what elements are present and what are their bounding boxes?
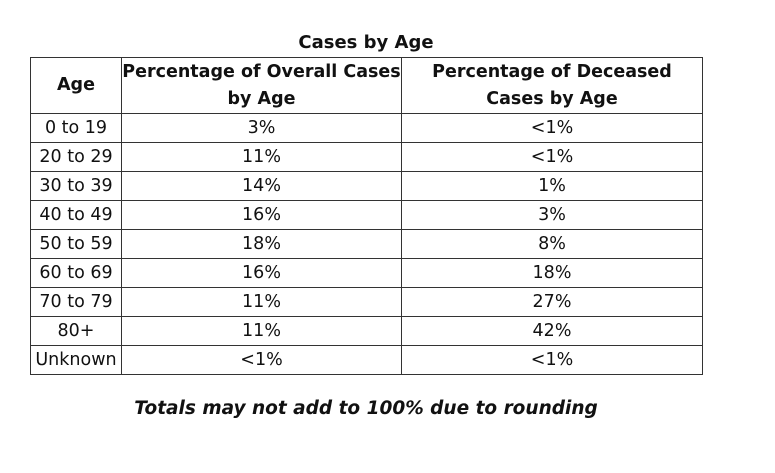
table-row: 50 to 59 18% 8% bbox=[30, 229, 703, 259]
cell-deceased: <1% bbox=[401, 345, 703, 375]
cell-deceased: 18% bbox=[401, 258, 703, 288]
cell-overall: 18% bbox=[121, 229, 402, 259]
cell-age: 50 to 59 bbox=[30, 229, 122, 259]
table-title: Cases by Age bbox=[298, 32, 434, 53]
cell-deceased: 1% bbox=[401, 171, 703, 201]
cell-age: 60 to 69 bbox=[30, 258, 122, 288]
header-overall-percentage: Percentage of Overall Cases by Age bbox=[121, 57, 402, 114]
cell-overall: 3% bbox=[121, 113, 402, 143]
cell-age: 30 to 39 bbox=[30, 171, 122, 201]
rounding-footnote: Totals may not add to 100% due to roundi… bbox=[134, 398, 598, 419]
cases-by-age-table: Age Percentage of Overall Cases by Age P… bbox=[30, 57, 703, 375]
cell-overall: 14% bbox=[121, 171, 402, 201]
cell-age: 40 to 49 bbox=[30, 200, 122, 230]
table-row: 40 to 49 16% 3% bbox=[30, 200, 703, 230]
cell-overall: 11% bbox=[121, 287, 402, 317]
cell-age: Unknown bbox=[30, 345, 122, 375]
table-row: 20 to 29 11% <1% bbox=[30, 142, 703, 172]
cell-age: 80+ bbox=[30, 316, 122, 346]
table-row: Unknown <1% <1% bbox=[30, 345, 703, 375]
cell-deceased: 8% bbox=[401, 229, 703, 259]
cell-deceased: <1% bbox=[401, 113, 703, 143]
cell-deceased: 27% bbox=[401, 287, 703, 317]
table-header-row: Age Percentage of Overall Cases by Age P… bbox=[30, 57, 703, 114]
cell-overall: 16% bbox=[121, 200, 402, 230]
cell-overall: 16% bbox=[121, 258, 402, 288]
cell-age: 0 to 19 bbox=[30, 113, 122, 143]
table-row: 60 to 69 16% 18% bbox=[30, 258, 703, 288]
cell-deceased: <1% bbox=[401, 142, 703, 172]
cell-deceased: 3% bbox=[401, 200, 703, 230]
table-row: 80+ 11% 42% bbox=[30, 316, 703, 346]
cell-overall: 11% bbox=[121, 316, 402, 346]
table-row: 70 to 79 11% 27% bbox=[30, 287, 703, 317]
cell-age: 20 to 29 bbox=[30, 142, 122, 172]
cell-overall: 11% bbox=[121, 142, 402, 172]
header-deceased-percentage: Percentage of Deceased Cases by Age bbox=[401, 57, 703, 114]
cell-deceased: 42% bbox=[401, 316, 703, 346]
table-row: 30 to 39 14% 1% bbox=[30, 171, 703, 201]
table-row: 0 to 19 3% <1% bbox=[30, 113, 703, 143]
cell-overall: <1% bbox=[121, 345, 402, 375]
cell-age: 70 to 79 bbox=[30, 287, 122, 317]
header-age: Age bbox=[30, 57, 122, 114]
